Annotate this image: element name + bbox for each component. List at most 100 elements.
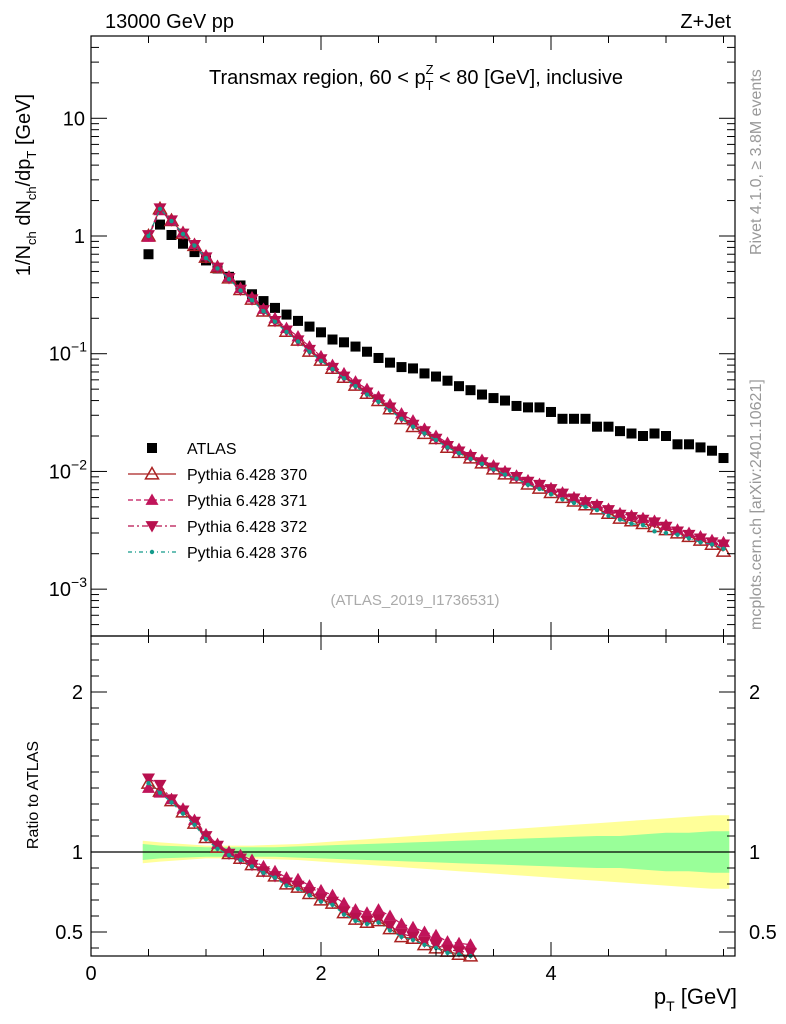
main-point-3-34 [533, 479, 546, 492]
main-point-0-2 [166, 229, 177, 240]
main-point-0-27 [454, 381, 464, 392]
main-point-4-10 [261, 308, 266, 314]
main-point-0-1 [155, 219, 165, 230]
ratio-point-1-24 [418, 925, 431, 937]
ratio-point-3-10 [261, 870, 266, 875]
main-point-0-25 [431, 371, 441, 382]
ratio-point-0-24 [416, 936, 433, 951]
main-point-0-38 [580, 413, 591, 424]
main-point-4-14 [307, 349, 312, 354]
ratio-point-1-15 [314, 883, 328, 896]
ratio-point-3-1 [157, 790, 163, 795]
legend-label-3: Pythia 6.428 372 [187, 519, 307, 536]
main-point-4-24 [422, 431, 427, 436]
ratio-point-3-14 [307, 893, 312, 898]
ratio-point-1-17 [337, 896, 351, 909]
ratio-point-3-12 [284, 883, 289, 888]
main-point-3-44 [648, 517, 661, 529]
main-point-4-25 [433, 437, 439, 443]
legend-marker-4 [149, 549, 155, 555]
legend-marker-0 [147, 443, 157, 453]
main-ytick-label-4: 10−3 [49, 574, 87, 601]
main-point-4-20 [376, 399, 381, 405]
ratio-point-3-5 [203, 837, 209, 842]
main-point-4-1 [157, 206, 163, 212]
legend-label-0: ATLAS [187, 441, 237, 458]
main-point-0-32 [511, 400, 522, 411]
ratio-point-3-0 [146, 781, 151, 786]
main-point-3-48 [694, 533, 707, 545]
main-point-0-43 [638, 431, 648, 441]
main-point-4-33 [525, 482, 531, 487]
main-point-0-35 [546, 406, 556, 417]
ratio-point-2-18 [349, 912, 362, 925]
main-point-4-9 [249, 297, 255, 303]
main-point-0-17 [339, 337, 349, 348]
ratio-point-0-22 [393, 928, 410, 943]
main-point-0-34 [534, 402, 545, 413]
ratio-point-3-4 [192, 822, 197, 827]
main-point-3-38 [579, 497, 592, 509]
main-point-0-28 [465, 385, 476, 396]
ratio-point-3-21 [387, 928, 393, 933]
main-point-4-47 [686, 536, 692, 541]
ratio-point-3-25 [433, 945, 439, 951]
ratio-point-3-2 [169, 800, 174, 805]
main-point-0-29 [477, 389, 487, 400]
ratio-point-2-15 [314, 893, 328, 905]
analysis-tag: (ATLAS_2019_I1736531) [330, 592, 499, 609]
main-point-0-31 [500, 395, 510, 406]
ratio-point-1-28 [464, 938, 477, 950]
ratio-point-2-27 [452, 946, 466, 958]
x-axis-label: pT [GeV] [654, 984, 737, 1014]
main-point-4-36 [560, 497, 565, 502]
ratio-point-3-9 [249, 864, 255, 869]
ratio-point-1-26 [441, 935, 454, 947]
main-point-0-36 [557, 413, 568, 424]
main-point-0-33 [523, 402, 533, 413]
main-point-4-31 [502, 472, 508, 477]
main-point-0-50 [718, 453, 729, 464]
legend-marker-3 [145, 521, 159, 533]
legend-label-2: Pythia 6.428 371 [187, 493, 307, 510]
main-point-4-48 [698, 540, 703, 545]
main-point-0-12 [281, 309, 292, 320]
legend: ATLAS Pythia 6.428 370 Pythia 6.428 371 Pyt… [128, 441, 307, 562]
ratio-point-1-25 [429, 928, 443, 941]
ratio-point-2-28 [464, 947, 477, 960]
main-point-0-16 [327, 334, 338, 345]
ratio-point-1-18 [349, 903, 362, 915]
ratio-point-3-23 [410, 937, 416, 943]
main-ytick-label-3: 10−2 [49, 456, 87, 483]
ratio-ytick-label-right-0: 2 [749, 682, 760, 704]
legend-label-1: Pythia 6.428 370 [187, 467, 307, 484]
ratio-point-2-25 [429, 939, 443, 952]
main-point-4-42 [629, 521, 634, 526]
ratio-point-0-27 [451, 946, 467, 961]
main-point-3-43 [636, 514, 650, 527]
main-point-4-21 [387, 408, 393, 413]
main-point-4-28 [468, 456, 473, 462]
main-point-4-6 [215, 266, 220, 271]
x-tick-label-1: 2 [315, 963, 326, 985]
main-point-0-41 [615, 426, 625, 437]
main-point-4-29 [479, 461, 485, 467]
x-tick-label-2: 4 [545, 963, 556, 985]
ratio-point-1-0 [142, 781, 155, 793]
main-point-0-11 [270, 302, 280, 313]
main-point-4-37 [571, 500, 577, 506]
main-point-4-22 [399, 416, 404, 421]
ratio-point-2-17 [337, 906, 351, 918]
main-ytick-label-0: 10 [63, 108, 85, 130]
ratio-ytick-label-right-2: 0.5 [749, 922, 777, 944]
main-point-0-44 [649, 428, 660, 439]
main-point-0-30 [488, 393, 499, 404]
ratio-point-1-27 [452, 936, 466, 949]
ratio-point-2-4 [188, 816, 201, 829]
ratio-point-2-26 [441, 944, 454, 957]
ratio-ytick-label-left-1: 1 [72, 842, 83, 864]
main-point-4-50 [721, 546, 726, 552]
main-point-0-24 [419, 368, 430, 379]
main-panel: 10 1 10−1 10−2 10−3 Transmax region, 60 < pZ… [13, 35, 736, 637]
ratio-point-1-23 [406, 920, 420, 933]
